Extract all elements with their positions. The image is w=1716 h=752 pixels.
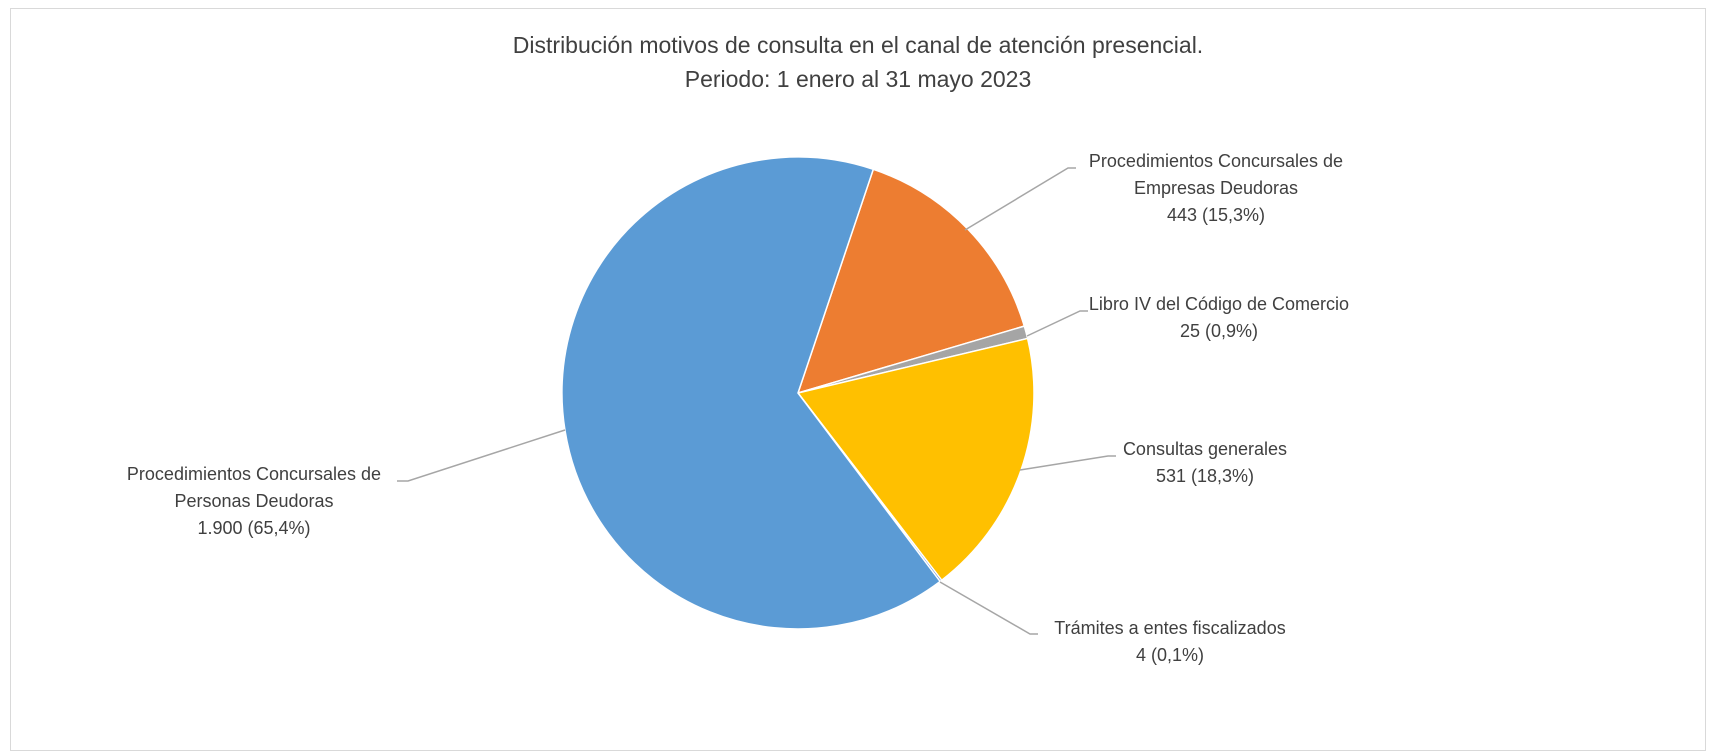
chart-subtitle: Periodo: 1 enero al 31 mayo 2023	[684, 66, 1032, 92]
data-label: Procedimientos Concursales de Personas D…	[104, 461, 404, 542]
leader-line	[397, 429, 566, 482]
value-label: 443 (15,3%)	[1166, 205, 1266, 225]
value-label: 25 (0,9%)	[1179, 321, 1259, 341]
data-label: Trámites a entes fiscalizados 4 (0,1%)	[1020, 615, 1320, 669]
chart-border	[10, 8, 1706, 751]
category-label: Consultas generales	[1122, 439, 1288, 459]
data-label: Consultas generales 531 (18,3%)	[1055, 436, 1355, 490]
leader-line	[939, 581, 1038, 635]
data-label: Libro IV del Código de Comercio 25 (0,9%)	[1054, 291, 1384, 345]
category-label: Procedimientos Concursales de Personas D…	[126, 464, 382, 511]
value-label: 4 (0,1%)	[1135, 645, 1205, 665]
leader-line	[1026, 310, 1088, 337]
chart-title: Distribución motivos de consulta en el c…	[512, 32, 1204, 58]
category-label: Procedimientos Concursales de Empresas D…	[1088, 151, 1344, 198]
category-label: Trámites a entes fiscalizados	[1054, 618, 1286, 638]
leader-line	[964, 167, 1076, 231]
category-label: Libro IV del Código de Comercio	[1088, 294, 1350, 314]
value-label: 531 (18,3%)	[1155, 466, 1255, 486]
pie-slice	[796, 337, 1035, 582]
value-label: 1.900 (65,4%)	[197, 518, 311, 538]
data-label: Procedimientos Concursales de Empresas D…	[1066, 148, 1366, 229]
leader-line	[1019, 455, 1116, 471]
